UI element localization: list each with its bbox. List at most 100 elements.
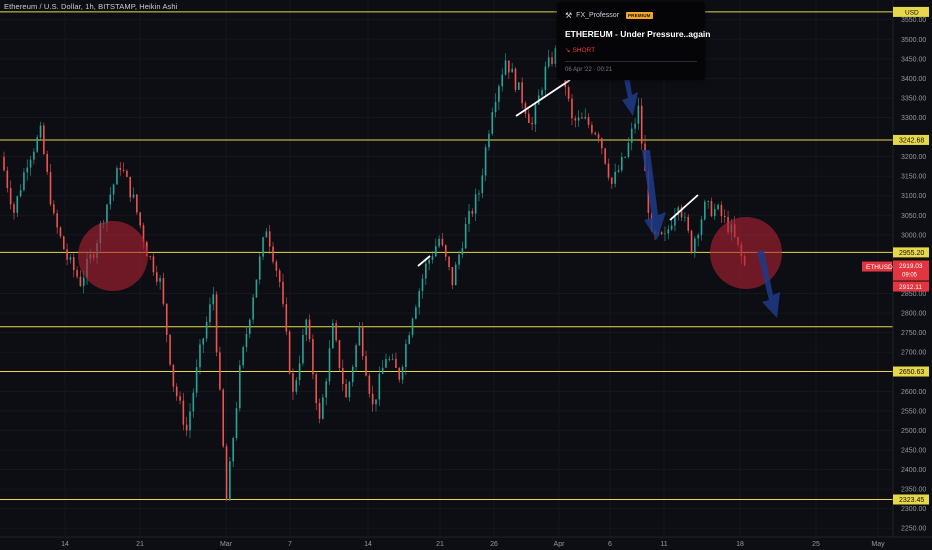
candle-body <box>591 124 593 133</box>
candle-body <box>627 142 630 157</box>
candle-body <box>481 175 484 194</box>
candle-body <box>521 82 523 104</box>
candle-body <box>348 382 351 398</box>
price-tick-label: 2700.00 <box>901 350 926 357</box>
candle-body <box>704 201 706 220</box>
time-label: Apr <box>554 541 566 548</box>
candle-body <box>239 365 241 409</box>
candle-body <box>551 57 553 64</box>
candle-body <box>272 246 274 262</box>
idea-popup[interactable]: ⚒ FX_Professor PREMIUM ETHEREUM - Under … <box>557 2 710 80</box>
candle-body <box>129 176 132 198</box>
candle-body <box>720 204 723 217</box>
author-row[interactable]: ⚒ FX_Professor PREMIUM <box>565 11 653 20</box>
candle-body <box>56 213 58 228</box>
time-label: 25 <box>812 541 820 548</box>
price-tick-label: 2850.00 <box>901 291 926 298</box>
candle-body <box>541 90 543 96</box>
candle-body <box>478 193 480 195</box>
candle-body <box>205 322 208 339</box>
annotations <box>78 55 782 318</box>
idea-title[interactable]: ETHEREUM - Under Pressure..again <box>565 29 711 39</box>
author-icon: ⚒ <box>565 11 573 20</box>
price-tick-label: 3000.00 <box>901 232 926 239</box>
time-label: Mar <box>220 541 233 548</box>
candle-body <box>680 207 683 218</box>
trend-line <box>669 194 699 221</box>
candle-body <box>242 347 244 366</box>
current-price-label: 2919.03 <box>899 263 923 270</box>
candle-body <box>351 366 354 383</box>
candle-body <box>527 113 530 123</box>
candle-body <box>122 169 125 171</box>
candle-body <box>444 245 447 257</box>
candle-body <box>670 225 673 230</box>
candle-body <box>53 204 55 214</box>
price-tick-label: 3300.00 <box>901 115 926 122</box>
time-label: 21 <box>136 541 144 548</box>
candle-body <box>155 272 158 282</box>
candle-body <box>302 334 304 364</box>
time-label: 18 <box>736 541 744 548</box>
candle-body <box>697 234 699 239</box>
candle-body <box>195 367 198 393</box>
candle-body <box>694 238 696 253</box>
candle-body <box>315 374 318 404</box>
candle-body <box>607 163 610 178</box>
candle-body <box>116 168 118 185</box>
candle-body <box>292 373 294 392</box>
candle-body <box>401 366 404 380</box>
candle-body <box>710 201 713 217</box>
candle-body <box>361 326 364 357</box>
candle-body <box>106 204 108 224</box>
candle-body <box>428 259 430 264</box>
candle-body <box>76 270 78 277</box>
level-tag-label: 2650.63 <box>899 369 924 376</box>
candle-body <box>169 334 171 365</box>
candle-body <box>19 190 22 197</box>
author-name[interactable]: FX_Professor <box>576 12 619 19</box>
time-label: May <box>871 541 885 548</box>
candle-body <box>677 207 680 216</box>
candle-body <box>491 112 494 134</box>
candle-body <box>202 338 205 345</box>
candle-body <box>318 403 321 419</box>
current-price-bg <box>893 260 929 281</box>
candle-body <box>282 281 284 305</box>
candle-body <box>438 238 440 247</box>
price-tick-label: 2300.00 <box>901 506 926 513</box>
candle-body <box>594 132 597 135</box>
price-axis: 3550.00 3500.00 3450.00 3400.00 3350.00 3300.… <box>862 0 932 537</box>
candle-body <box>248 319 251 334</box>
candle-body <box>388 358 391 360</box>
candle-body <box>126 170 128 177</box>
candle-body <box>577 117 580 121</box>
candle-body <box>152 256 155 273</box>
price-tick-label: 3050.00 <box>901 213 926 220</box>
candle-body <box>524 103 527 114</box>
candle-body <box>39 125 42 138</box>
level-tag-label: 2955.20 <box>899 250 924 257</box>
candle-body <box>338 340 341 368</box>
currency-label: USD <box>905 9 919 16</box>
candle-body <box>265 231 268 238</box>
candle-body <box>322 397 324 419</box>
trend-line <box>417 255 431 267</box>
candle-body <box>723 216 726 218</box>
price-tick-label: 3500.00 <box>901 37 926 44</box>
candle-body <box>355 345 357 367</box>
candle-body <box>13 204 15 213</box>
candle-body <box>79 276 82 286</box>
time-label: 6 <box>608 541 612 548</box>
candle-body <box>252 297 254 320</box>
price-tick-label: 2450.00 <box>901 447 926 454</box>
candle-body <box>59 227 62 237</box>
candle-body <box>717 204 719 210</box>
candle-body <box>584 116 587 119</box>
time-label: 14 <box>61 541 69 548</box>
candle-body <box>43 125 45 154</box>
candle-body <box>408 335 411 344</box>
symbol-title: Ethereum / U.S. Dollar, 1h, BITSTAMP, He… <box>4 2 178 11</box>
candle-body <box>451 267 454 286</box>
